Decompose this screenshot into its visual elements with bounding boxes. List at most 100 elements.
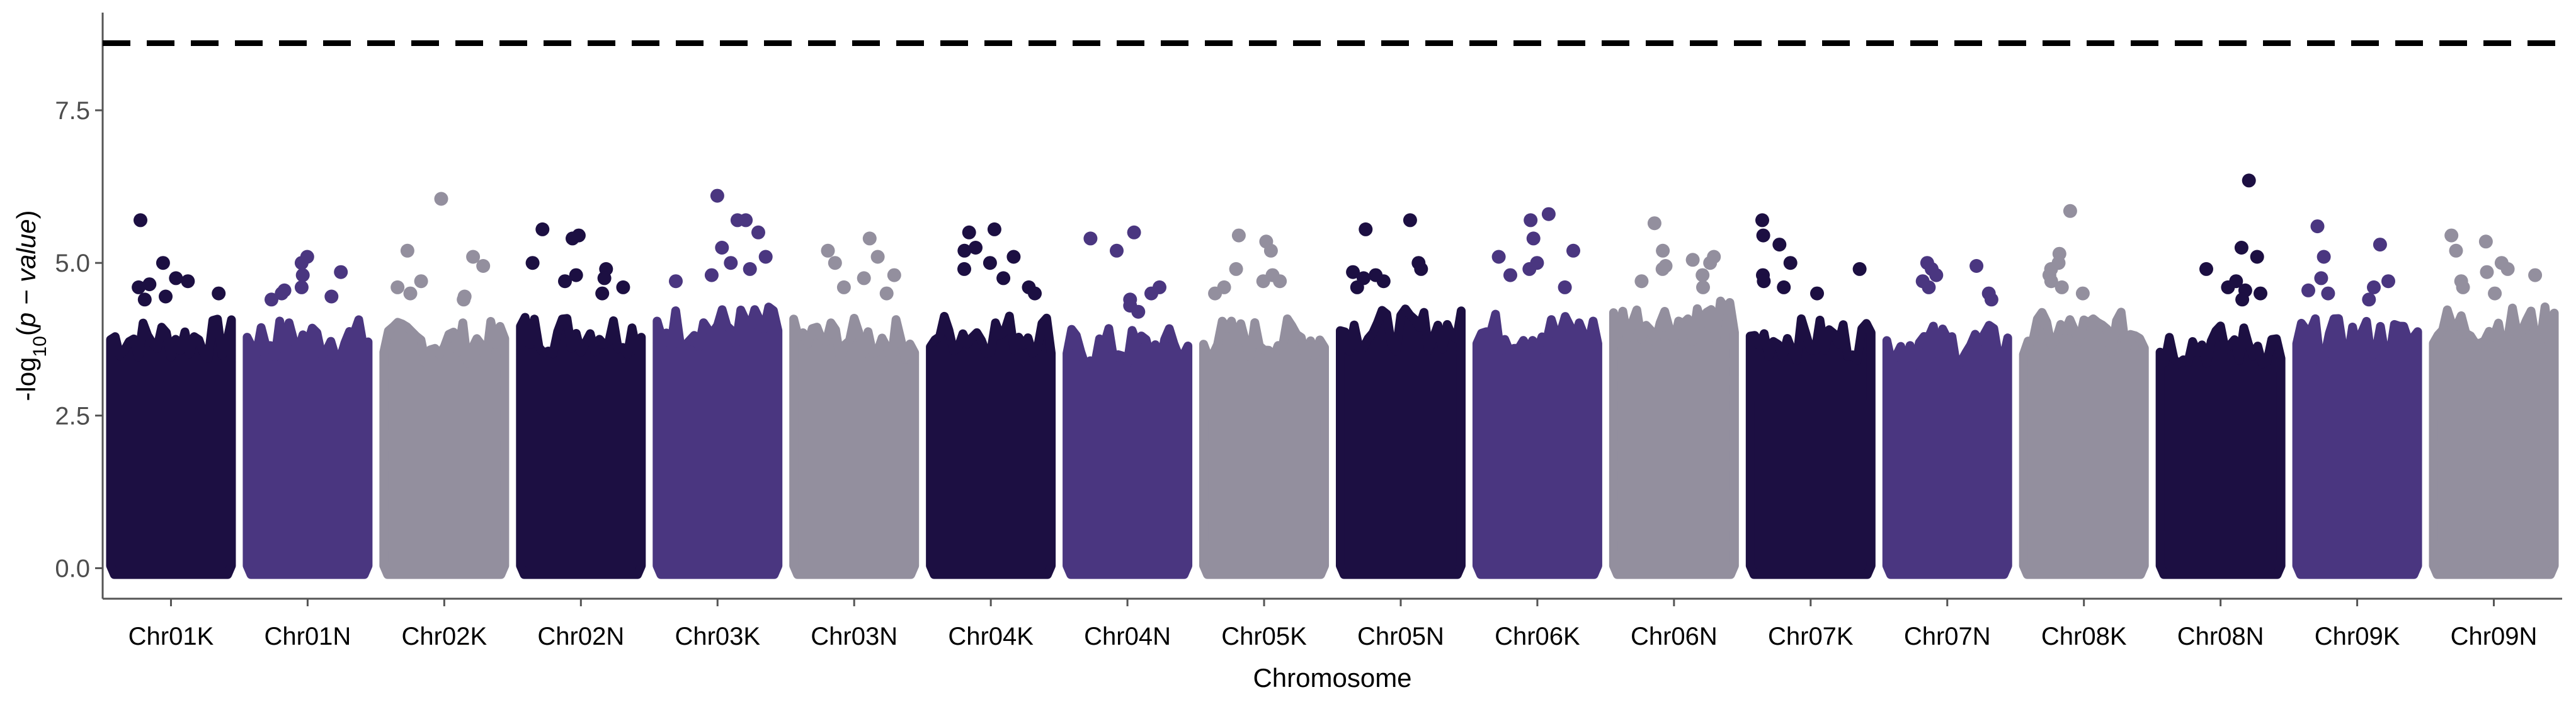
- chromosome-column: [106, 314, 236, 579]
- x-tick-label: Chr03K: [675, 623, 760, 650]
- snp-point: [2075, 286, 2090, 301]
- snp-point: [1526, 231, 1541, 246]
- snp-point: [957, 262, 971, 276]
- snp-point: [294, 256, 309, 270]
- snp-point: [295, 268, 310, 282]
- snp-point: [1634, 274, 1649, 289]
- chromosome-column: [2155, 321, 2286, 579]
- snp-point: [669, 274, 683, 289]
- snp-point: [862, 231, 877, 246]
- x-tick-label: Chr01N: [264, 623, 351, 650]
- snp-point: [996, 271, 1011, 285]
- snp-point: [2250, 250, 2264, 264]
- snp-point: [2310, 219, 2325, 234]
- snp-point: [2478, 234, 2493, 249]
- x-axis-title: Chromosome: [1253, 663, 1411, 693]
- snp-point: [1273, 274, 1287, 289]
- snp-point: [2199, 262, 2213, 276]
- x-tick-label: Chr03N: [811, 623, 898, 650]
- snp-point: [324, 289, 339, 304]
- snp-point: [275, 286, 289, 301]
- x-tick-label: Chr02N: [537, 623, 624, 650]
- snp-point: [2254, 286, 2267, 301]
- snp-point: [758, 250, 773, 264]
- y-tick-label: 5.0: [55, 250, 90, 277]
- snp-point: [1810, 286, 1824, 301]
- y-tick-label: 0.0: [55, 555, 90, 583]
- snp-point: [2055, 280, 2069, 294]
- x-tick-label: Chr07N: [1904, 623, 1991, 650]
- snp-point: [597, 271, 612, 285]
- snp-point: [1263, 243, 1278, 258]
- x-tick-label: Chr08N: [2177, 623, 2264, 650]
- snp-point: [1852, 262, 1867, 276]
- chromosome-column: [379, 316, 510, 579]
- snp-point: [1969, 259, 1984, 273]
- snp-point: [1777, 280, 1791, 294]
- snp-point: [2314, 271, 2328, 285]
- snp-point: [2456, 280, 2470, 294]
- chromosome-column: [789, 314, 920, 579]
- snp-point: [156, 256, 170, 270]
- y-axis-title-close: ): [11, 210, 41, 219]
- snp-point: [1256, 274, 1270, 289]
- snp-point: [2480, 265, 2494, 279]
- y-axis-title-prefix: -log: [11, 357, 41, 401]
- snp-point: [828, 256, 842, 270]
- chromosome-column: [1472, 309, 1602, 579]
- snp-point: [466, 250, 481, 264]
- snp-point: [2234, 241, 2248, 255]
- x-tick-label: Chr01K: [128, 623, 214, 650]
- x-axis: Chr01K Chr01N Chr02K Chr02N Chr03K Chr03N Chr0…: [103, 597, 2562, 650]
- snp-point: [616, 280, 630, 294]
- chromosome-column: [1199, 314, 1330, 579]
- snp-point: [294, 280, 309, 294]
- snp-point: [1558, 280, 1572, 294]
- snp-point: [1144, 286, 1158, 301]
- x-tick-label: Chr06K: [1495, 623, 1580, 650]
- snp-point: [2444, 228, 2459, 243]
- snp-point: [2367, 280, 2381, 294]
- snp-point: [535, 222, 550, 236]
- snp-point: [457, 292, 471, 307]
- snp-point: [1755, 213, 1769, 228]
- snp-point: [525, 256, 540, 270]
- snp-point: [1110, 243, 1124, 258]
- snp-point: [1524, 213, 1538, 228]
- chromosome-column: [2429, 302, 2559, 579]
- snp-point: [569, 268, 583, 282]
- snp-point: [181, 274, 195, 289]
- snp-point: [414, 274, 428, 289]
- snp-point: [134, 213, 147, 228]
- snp-point: [2449, 243, 2463, 258]
- peak-points: [132, 173, 2543, 319]
- snp-point: [476, 259, 491, 273]
- snp-point: [751, 225, 765, 239]
- snp-point: [1696, 280, 1710, 294]
- snp-point: [857, 271, 871, 285]
- snp-point: [2362, 292, 2376, 307]
- snp-point: [836, 280, 851, 294]
- snp-point: [2488, 286, 2502, 301]
- snp-point: [1131, 304, 1146, 319]
- x-tick-label: Chr09K: [2315, 623, 2400, 650]
- snp-point: [1231, 228, 1246, 243]
- y-tick-label: 7.5: [55, 97, 90, 125]
- snp-point: [159, 289, 173, 304]
- snp-point: [2500, 262, 2515, 276]
- snp-point: [1403, 213, 1417, 228]
- x-tick-label: Chr05K: [1221, 623, 1307, 650]
- snp-point: [1695, 268, 1710, 282]
- chromosome-column: [2292, 314, 2422, 579]
- snp-point: [558, 274, 572, 289]
- snp-point: [334, 265, 348, 279]
- snp-point: [1127, 225, 1141, 239]
- x-tick-label: Chr04K: [948, 623, 1034, 650]
- snp-point: [403, 286, 418, 301]
- snp-point: [1359, 222, 1373, 236]
- snp-point: [1703, 256, 1718, 270]
- snp-point: [2381, 274, 2395, 289]
- chromosome-column: [1745, 314, 1876, 579]
- snp-point: [2063, 204, 2077, 218]
- snp-point: [1376, 274, 1391, 289]
